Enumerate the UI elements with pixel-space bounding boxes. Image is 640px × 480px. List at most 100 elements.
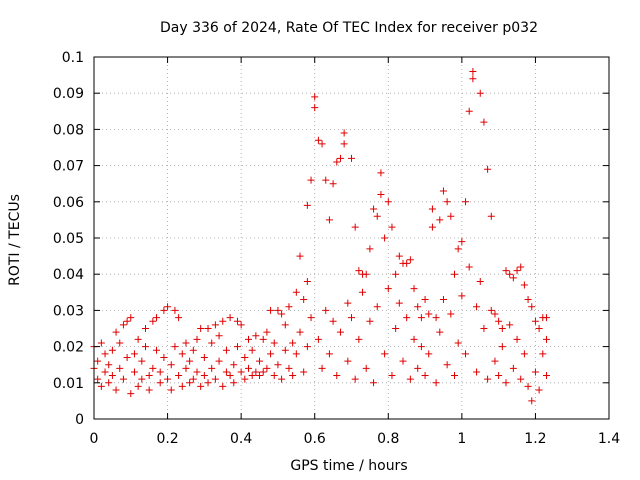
data-point [164, 303, 172, 311]
data-point [245, 335, 252, 343]
data-point [149, 317, 157, 325]
y-tick-label: 0.05 [53, 231, 84, 247]
data-point [292, 288, 300, 296]
data-point [200, 353, 208, 361]
data-point [303, 343, 311, 351]
data-point [491, 357, 499, 365]
data-point [252, 368, 260, 376]
data-point [487, 306, 495, 314]
data-point [465, 263, 473, 271]
y-tick-label: 0.01 [53, 376, 84, 392]
data-point [329, 180, 337, 188]
y-tick-label: 0.08 [53, 122, 84, 138]
data-point [263, 328, 271, 336]
data-point [171, 306, 179, 314]
data-point [300, 368, 308, 376]
y-tick-label: 0.07 [53, 159, 84, 175]
data-points [90, 67, 550, 405]
data-point [509, 364, 517, 372]
data-point [248, 372, 256, 380]
data-point [97, 339, 105, 347]
data-point [193, 368, 201, 376]
data-point [94, 375, 102, 383]
data-point [97, 382, 105, 390]
data-point [263, 364, 271, 372]
data-point [314, 335, 322, 343]
data-point [296, 252, 304, 260]
data-point [252, 332, 260, 340]
data-point [469, 75, 477, 83]
data-point [127, 314, 135, 322]
data-point [281, 346, 289, 354]
data-point [403, 259, 411, 267]
x-tick-label: 1.4 [598, 431, 620, 447]
data-point [322, 306, 330, 314]
data-point [215, 332, 223, 340]
data-point [322, 176, 330, 184]
data-point [535, 386, 543, 394]
data-point [465, 107, 473, 115]
data-point [200, 372, 208, 380]
data-point [219, 382, 227, 390]
data-point [241, 353, 249, 361]
data-point [134, 382, 142, 390]
data-point [237, 321, 245, 329]
data-point [517, 263, 525, 271]
data-point [145, 372, 153, 380]
data-point [300, 296, 308, 304]
data-point [539, 350, 547, 358]
data-point [414, 364, 422, 372]
data-point [130, 368, 138, 376]
data-point [469, 67, 477, 75]
data-point [524, 296, 532, 304]
data-point [182, 364, 190, 372]
data-point [410, 285, 418, 293]
data-point [289, 339, 297, 347]
data-point [259, 335, 267, 343]
data-point [425, 310, 433, 318]
data-point [142, 325, 149, 332]
data-point [219, 317, 227, 325]
data-point [388, 372, 396, 380]
data-point [241, 375, 249, 383]
data-point [513, 267, 521, 275]
data-point [462, 350, 470, 358]
x-tick-label: 0.4 [230, 431, 252, 447]
data-point [348, 154, 355, 162]
x-tick-label: 0.6 [304, 431, 326, 447]
data-point [285, 303, 293, 311]
data-point [344, 299, 352, 307]
data-point [101, 368, 109, 376]
data-point [484, 165, 492, 173]
y-tick-label: 0.04 [53, 267, 84, 283]
data-point [153, 346, 161, 354]
data-point [384, 285, 392, 293]
data-point [370, 205, 378, 213]
data-point [333, 372, 341, 380]
data-point [178, 382, 186, 390]
data-point [373, 212, 381, 220]
data-point [425, 350, 433, 358]
data-point [197, 382, 205, 390]
data-point [112, 386, 120, 394]
y-tick-label: 0 [75, 412, 84, 428]
data-point [458, 292, 466, 300]
data-point [395, 252, 403, 260]
data-point [222, 346, 230, 354]
axis-ticks: 0 0.2 0.4 0.6 0.8 1 1.2 1.4 0 0.01 0.02 0.03 0.04 0.0… [53, 50, 620, 447]
data-point [292, 350, 300, 358]
data-point [153, 314, 161, 322]
data-point [366, 245, 374, 253]
data-point [436, 328, 444, 336]
data-point [417, 343, 425, 351]
data-point [230, 379, 238, 387]
data-point [355, 267, 363, 275]
data-point [340, 140, 348, 148]
data-point [535, 325, 543, 332]
data-point [130, 350, 138, 358]
data-point [362, 270, 370, 278]
data-point [307, 314, 315, 322]
y-tick-label: 0.09 [53, 86, 84, 102]
data-point [267, 306, 275, 314]
data-point [366, 317, 374, 325]
